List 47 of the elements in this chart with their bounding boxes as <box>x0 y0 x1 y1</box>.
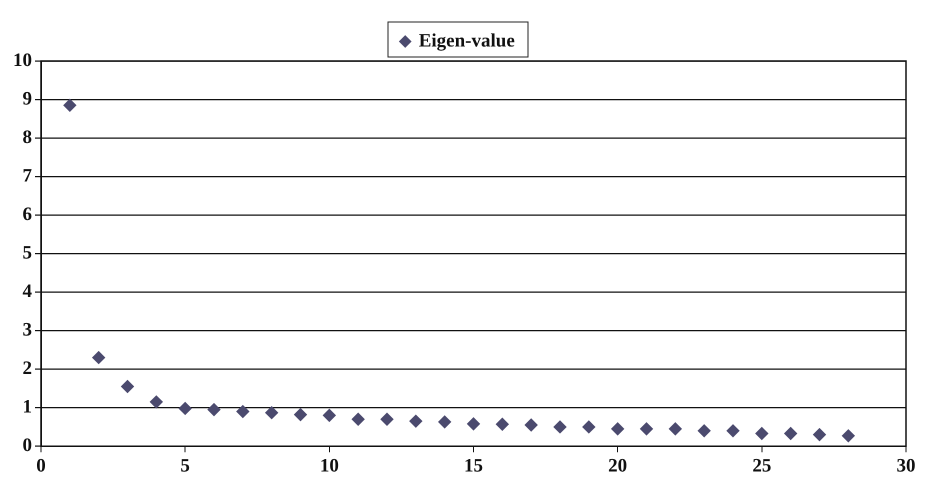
point <box>322 408 336 422</box>
point <box>236 405 250 418</box>
y-tick-label: 10 <box>13 50 32 71</box>
point <box>554 420 566 434</box>
x-tick-label: 0 <box>36 456 46 477</box>
x-tick-label: 5 <box>180 456 190 477</box>
y-tick-label: 8 <box>22 126 32 148</box>
point <box>698 424 711 438</box>
point <box>611 422 624 436</box>
y-tick-label: 0 <box>22 435 32 456</box>
x-tick-label: 20 <box>608 456 628 477</box>
point <box>150 395 163 408</box>
point <box>467 417 480 430</box>
y-tick-label: 6 <box>22 204 32 225</box>
point <box>178 402 192 415</box>
x-tick-label: 30 <box>896 456 916 477</box>
point <box>438 415 452 428</box>
point <box>294 408 307 422</box>
point <box>842 429 855 442</box>
point <box>352 412 365 426</box>
point <box>813 428 826 442</box>
point <box>755 426 768 440</box>
x-tick-label: 10 <box>320 456 339 477</box>
point <box>92 351 106 364</box>
y-tick-label: 3 <box>22 320 32 341</box>
point <box>380 412 394 426</box>
y-tick-label: 5 <box>22 242 32 264</box>
y-tick-label: 7 <box>22 165 32 186</box>
x-tick-label: 15 <box>464 456 483 477</box>
point <box>582 420 596 434</box>
point <box>496 418 509 431</box>
point <box>784 426 798 440</box>
point <box>524 418 538 432</box>
point <box>121 380 134 393</box>
point <box>409 414 422 428</box>
legend-label: Eigen-value <box>418 30 515 52</box>
y-tick-label: 4 <box>22 281 32 302</box>
x-tick-label: 25 <box>752 456 772 477</box>
y-tick-label: 1 <box>22 396 32 418</box>
point <box>265 406 278 420</box>
point <box>640 422 653 436</box>
point <box>63 98 76 112</box>
y-tick-label: 2 <box>22 358 32 380</box>
point <box>208 403 220 416</box>
y-tick-label: 9 <box>22 88 32 110</box>
point <box>726 424 740 438</box>
point <box>668 422 682 436</box>
